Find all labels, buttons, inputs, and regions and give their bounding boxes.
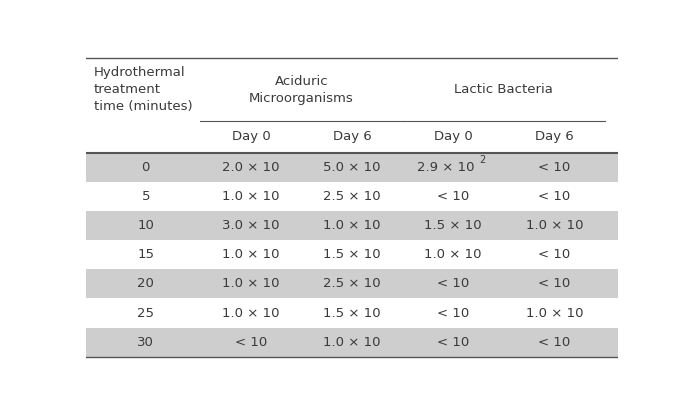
Bar <box>86 240 618 269</box>
Text: Day 0: Day 0 <box>434 131 473 144</box>
Text: < 10: < 10 <box>437 336 469 349</box>
Text: < 10: < 10 <box>437 277 469 290</box>
Bar <box>86 299 618 328</box>
Text: 2.5 × 10: 2.5 × 10 <box>324 277 381 290</box>
Text: < 10: < 10 <box>539 336 570 349</box>
Text: 5: 5 <box>142 190 150 203</box>
Text: 2.0 × 10: 2.0 × 10 <box>222 161 280 174</box>
Text: 1.5 × 10: 1.5 × 10 <box>425 219 482 232</box>
Text: < 10: < 10 <box>437 306 469 319</box>
Text: < 10: < 10 <box>437 190 469 203</box>
Text: < 10: < 10 <box>539 248 570 261</box>
Text: 1.0 × 10: 1.0 × 10 <box>425 248 482 261</box>
Text: Day 6: Day 6 <box>333 131 372 144</box>
Bar <box>86 211 618 240</box>
Text: Day 0: Day 0 <box>232 131 270 144</box>
Text: 0: 0 <box>142 161 150 174</box>
Text: Day 6: Day 6 <box>535 131 574 144</box>
Text: 3.0 × 10: 3.0 × 10 <box>222 219 280 232</box>
Text: 2.5 × 10: 2.5 × 10 <box>324 190 381 203</box>
Bar <box>86 182 618 211</box>
Text: 30: 30 <box>137 336 154 349</box>
Text: 1.0 × 10: 1.0 × 10 <box>526 306 583 319</box>
Bar <box>86 269 618 299</box>
Text: 10: 10 <box>137 219 154 232</box>
Text: 2.9 × 10: 2.9 × 10 <box>416 161 474 174</box>
Text: 1.0 × 10: 1.0 × 10 <box>222 306 280 319</box>
Text: 1.0 × 10: 1.0 × 10 <box>324 219 381 232</box>
Text: Hydrothermal
treatment
time (minutes): Hydrothermal treatment time (minutes) <box>94 67 192 113</box>
Bar <box>86 153 618 182</box>
Text: 25: 25 <box>137 306 155 319</box>
Text: 1.0 × 10: 1.0 × 10 <box>526 219 583 232</box>
Bar <box>86 328 618 357</box>
Text: < 10: < 10 <box>539 190 570 203</box>
Text: 1.5 × 10: 1.5 × 10 <box>324 306 381 319</box>
Text: Lactic Bacteria: Lactic Bacteria <box>454 83 553 96</box>
Text: 1.0 × 10: 1.0 × 10 <box>324 336 381 349</box>
Text: < 10: < 10 <box>539 277 570 290</box>
Text: 1.0 × 10: 1.0 × 10 <box>222 248 280 261</box>
Text: 1.5 × 10: 1.5 × 10 <box>324 248 381 261</box>
Text: 5.0 × 10: 5.0 × 10 <box>324 161 381 174</box>
Text: < 10: < 10 <box>539 161 570 174</box>
Text: 20: 20 <box>137 277 154 290</box>
Text: 15: 15 <box>137 248 155 261</box>
Text: 1.0 × 10: 1.0 × 10 <box>222 190 280 203</box>
Text: < 10: < 10 <box>235 336 267 349</box>
Text: Aciduric
Microorganisms: Aciduric Microorganisms <box>249 75 354 105</box>
Text: 1.0 × 10: 1.0 × 10 <box>222 277 280 290</box>
Text: 2: 2 <box>479 155 485 165</box>
